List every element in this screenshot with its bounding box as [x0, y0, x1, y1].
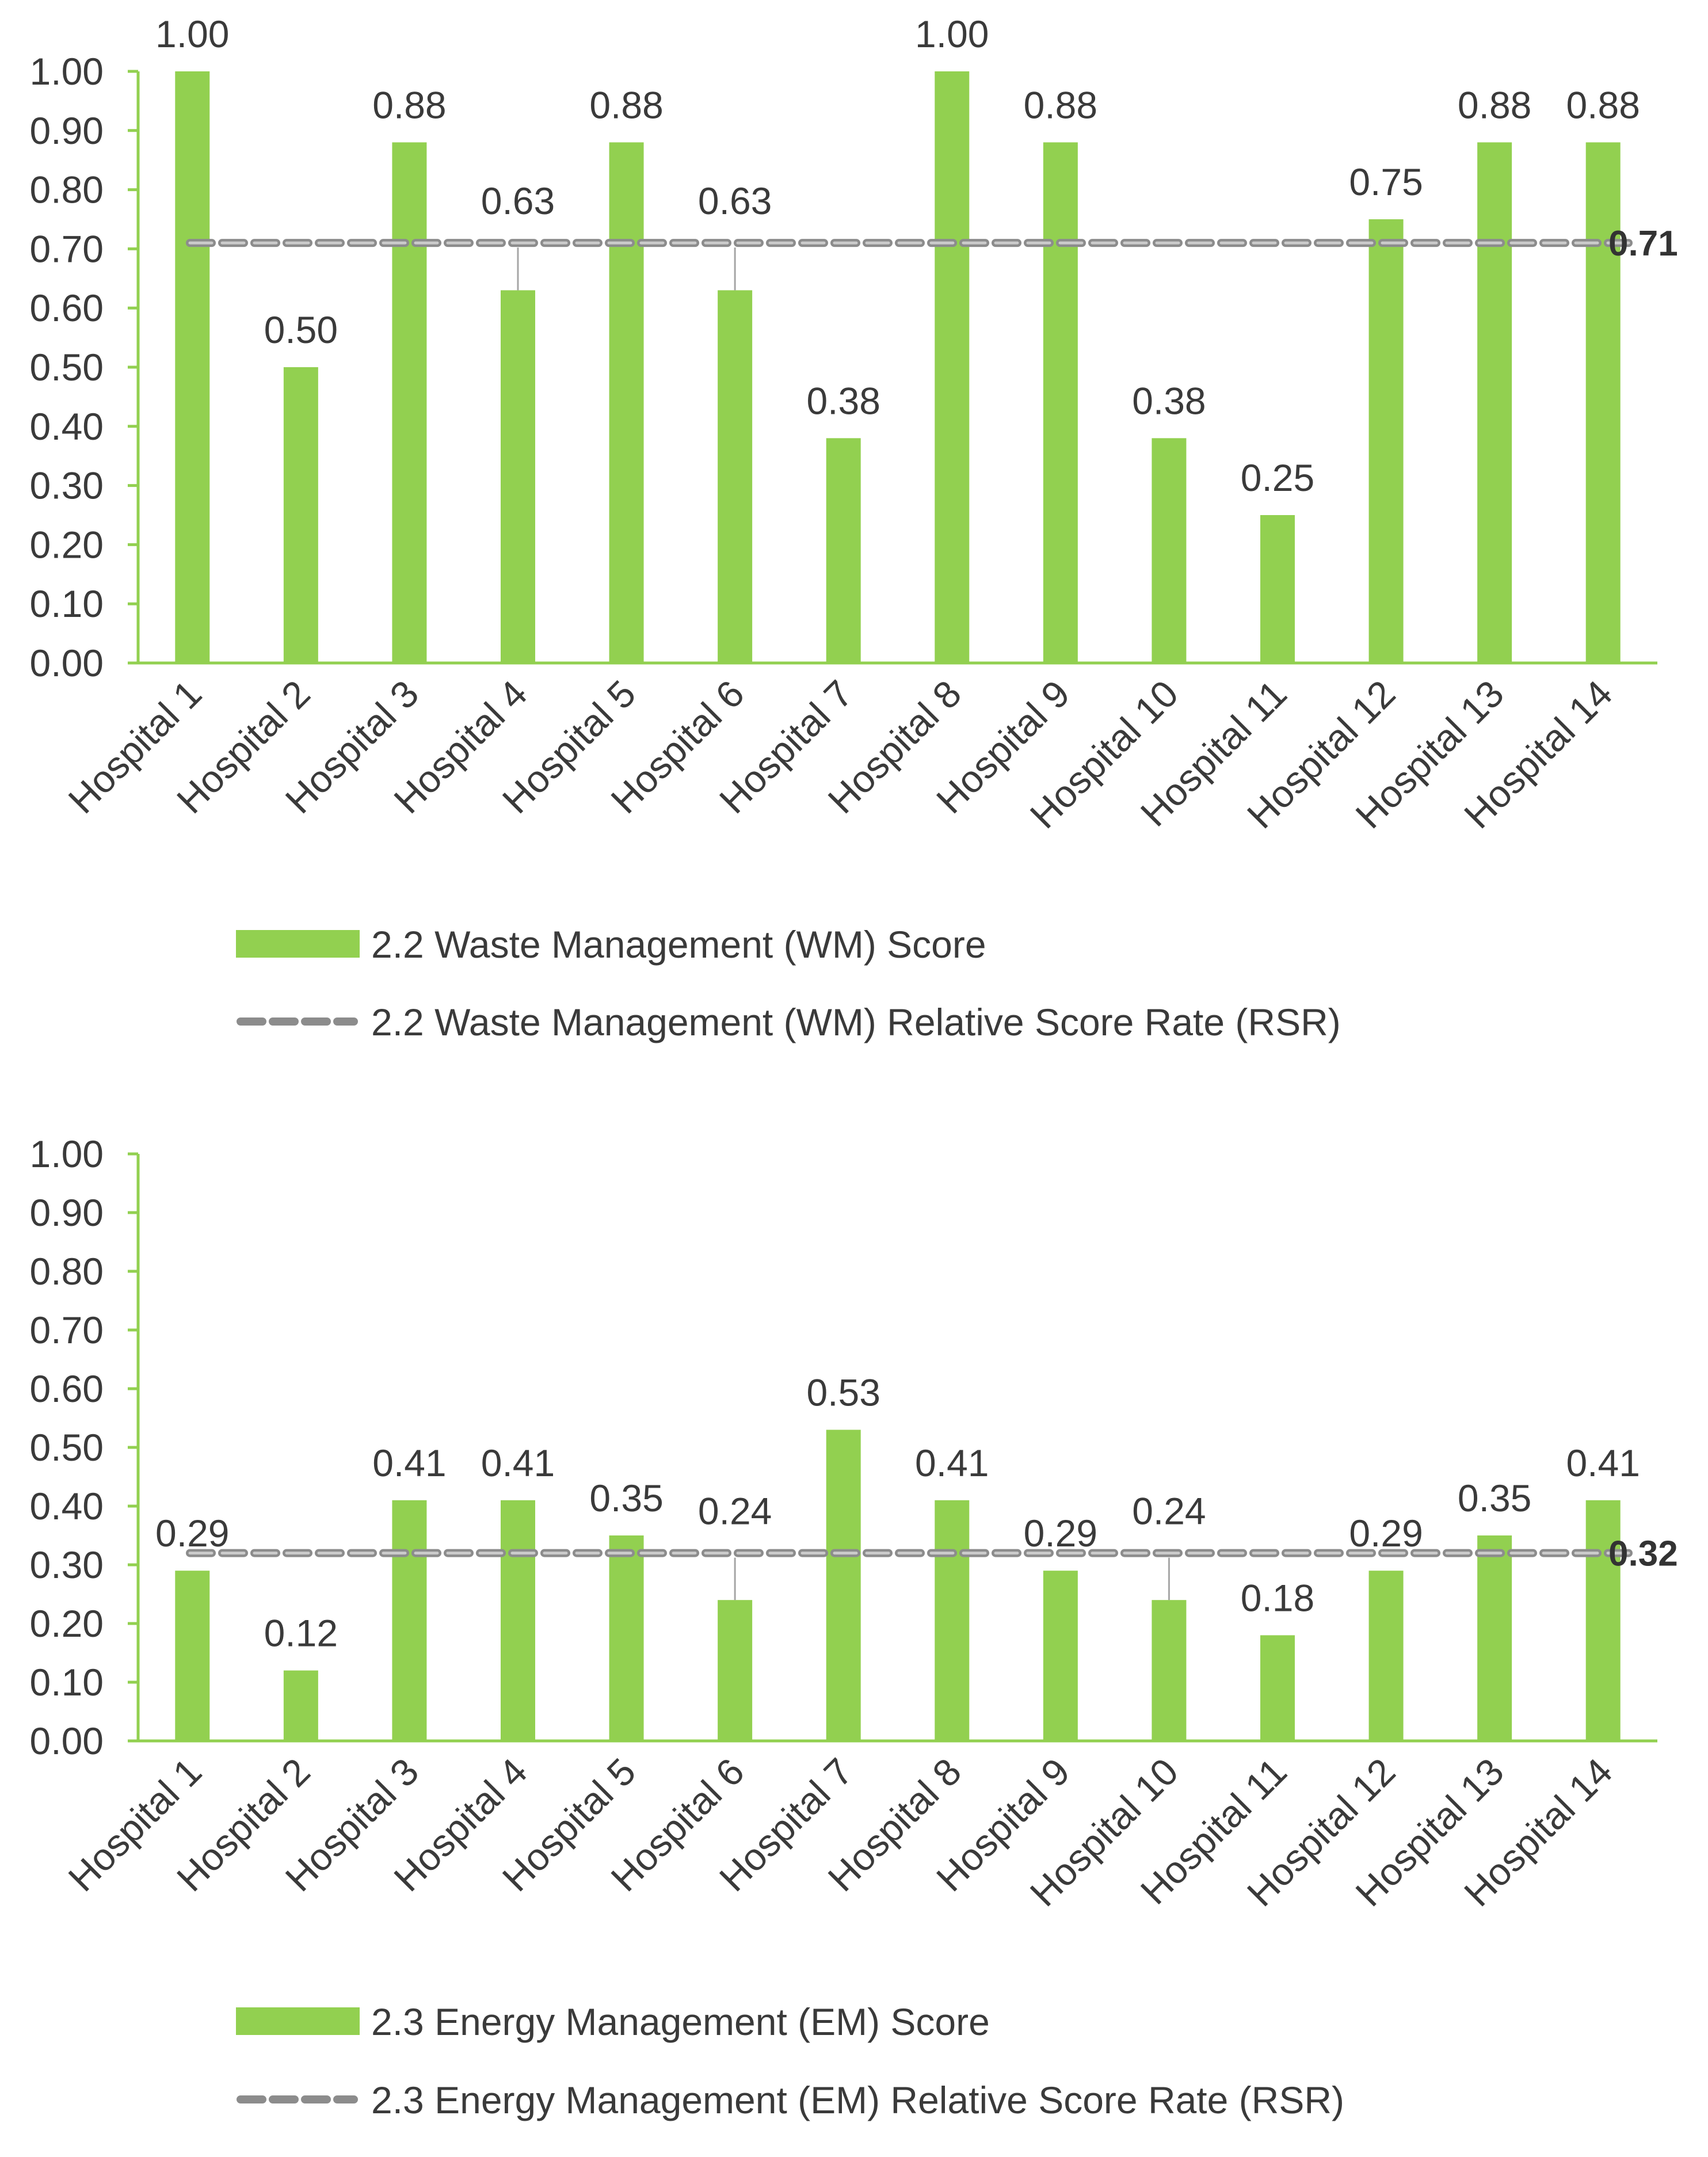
data-label: 0.41 — [481, 1442, 555, 1484]
y-tick-label: 0.80 — [30, 1250, 104, 1293]
y-tick-label: 0.10 — [30, 1661, 104, 1704]
y-tick-label: 0.50 — [30, 346, 104, 388]
data-label: 0.24 — [1132, 1490, 1206, 1533]
bar — [1260, 515, 1295, 663]
y-tick-label: 0.30 — [30, 1544, 104, 1586]
bar — [826, 438, 861, 663]
waste-management-chart: 0.00 0.10 0.20 0.30 0.40 0.50 0.60 0.70 0.80 0.90… — [30, 13, 1678, 1043]
y-tick-label: 0.70 — [30, 1309, 104, 1351]
bar — [1477, 142, 1512, 664]
bar — [1585, 142, 1621, 664]
y-tick-label: 0.80 — [30, 169, 104, 211]
data-label: 0.35 — [589, 1477, 663, 1519]
data-label: 0.35 — [1458, 1477, 1531, 1519]
bar — [718, 290, 753, 663]
y-tick-label: 0.90 — [30, 1191, 104, 1234]
legend-label-rsr: 2.3 Energy Management (EM) Relative Scor… — [371, 2079, 1344, 2121]
bar — [1368, 219, 1404, 663]
y-tick-label: 0.50 — [30, 1426, 104, 1469]
y-tick-label: 0.40 — [30, 405, 104, 448]
y-tick-label: 1.00 — [30, 1133, 104, 1175]
bar — [501, 1500, 535, 1741]
bar — [935, 71, 970, 663]
y-tick-label: 0.30 — [30, 464, 104, 507]
data-label: 0.88 — [1024, 83, 1097, 126]
legend-label-score: 2.3 Energy Management (EM) Score — [371, 2000, 990, 2043]
bar — [175, 1571, 210, 1741]
data-label: 0.29 — [1349, 1512, 1423, 1554]
data-label: 0.75 — [1349, 161, 1423, 203]
legend-label-score: 2.2 Waste Management (WM) Score — [371, 923, 986, 966]
data-label: 0.29 — [155, 1512, 229, 1554]
bar — [935, 1500, 970, 1741]
bar — [1043, 1571, 1078, 1741]
bar — [501, 290, 535, 663]
data-label: 1.00 — [915, 13, 989, 55]
legend-label-rsr: 2.2 Waste Management (WM) Relative Score… — [371, 1001, 1341, 1043]
data-label: 0.29 — [1024, 1512, 1097, 1554]
bar — [718, 1600, 753, 1741]
data-label: 1.00 — [155, 13, 229, 55]
y-tick-label: 0.60 — [30, 1367, 104, 1410]
bar — [283, 1670, 318, 1741]
y-tick-label: 0.20 — [30, 523, 104, 566]
data-label: 0.53 — [806, 1371, 880, 1413]
bar — [1477, 1535, 1512, 1741]
legend-swatch-bar — [236, 930, 360, 958]
bar — [1152, 1600, 1187, 1741]
y-tick-label: 0.70 — [30, 227, 104, 270]
bar — [283, 367, 318, 663]
data-label: 0.88 — [1566, 83, 1640, 126]
data-label: 0.38 — [806, 379, 880, 422]
y-tick-label: 0.60 — [30, 287, 104, 329]
bar — [609, 1535, 644, 1741]
y-tick-label: 0.90 — [30, 109, 104, 152]
data-label: 0.63 — [698, 180, 772, 222]
bar — [826, 1430, 861, 1741]
data-label: 0.50 — [264, 308, 338, 351]
data-label: 0.88 — [589, 83, 663, 126]
energy-management-chart: 0.00 0.10 0.20 0.30 0.40 0.50 0.60 0.70 0.80 0.90… — [30, 1133, 1678, 2121]
bar — [1152, 438, 1187, 663]
bar — [392, 142, 427, 664]
y-tick-label: 0.10 — [30, 582, 104, 625]
bar — [1043, 142, 1078, 664]
bar — [1585, 1500, 1621, 1741]
y-tick-label: 0.00 — [30, 642, 104, 684]
data-label: 0.41 — [1566, 1442, 1640, 1484]
y-tick-label: 1.00 — [30, 50, 104, 93]
bar — [1260, 1635, 1295, 1741]
bar — [392, 1500, 427, 1741]
data-label: 0.41 — [915, 1442, 989, 1484]
data-label: 0.12 — [264, 1612, 338, 1655]
data-label: 0.63 — [481, 180, 555, 222]
data-label: 0.38 — [1132, 379, 1206, 422]
legend-swatch-bar — [236, 2007, 360, 2035]
bar — [609, 142, 644, 664]
rsr-value-label: 0.71 — [1608, 224, 1678, 264]
data-label: 0.25 — [1241, 456, 1314, 499]
data-label: 0.24 — [698, 1490, 772, 1533]
bar — [175, 71, 210, 663]
y-tick-label: 0.00 — [30, 1720, 104, 1762]
data-label: 0.41 — [372, 1442, 446, 1484]
data-label: 0.88 — [1458, 83, 1531, 126]
data-label: 0.88 — [372, 83, 446, 126]
rsr-value-label: 0.32 — [1608, 1534, 1678, 1574]
y-tick-label: 0.20 — [30, 1602, 104, 1645]
data-label: 0.18 — [1241, 1576, 1314, 1619]
bar — [1368, 1571, 1404, 1741]
y-tick-label: 0.40 — [30, 1485, 104, 1527]
